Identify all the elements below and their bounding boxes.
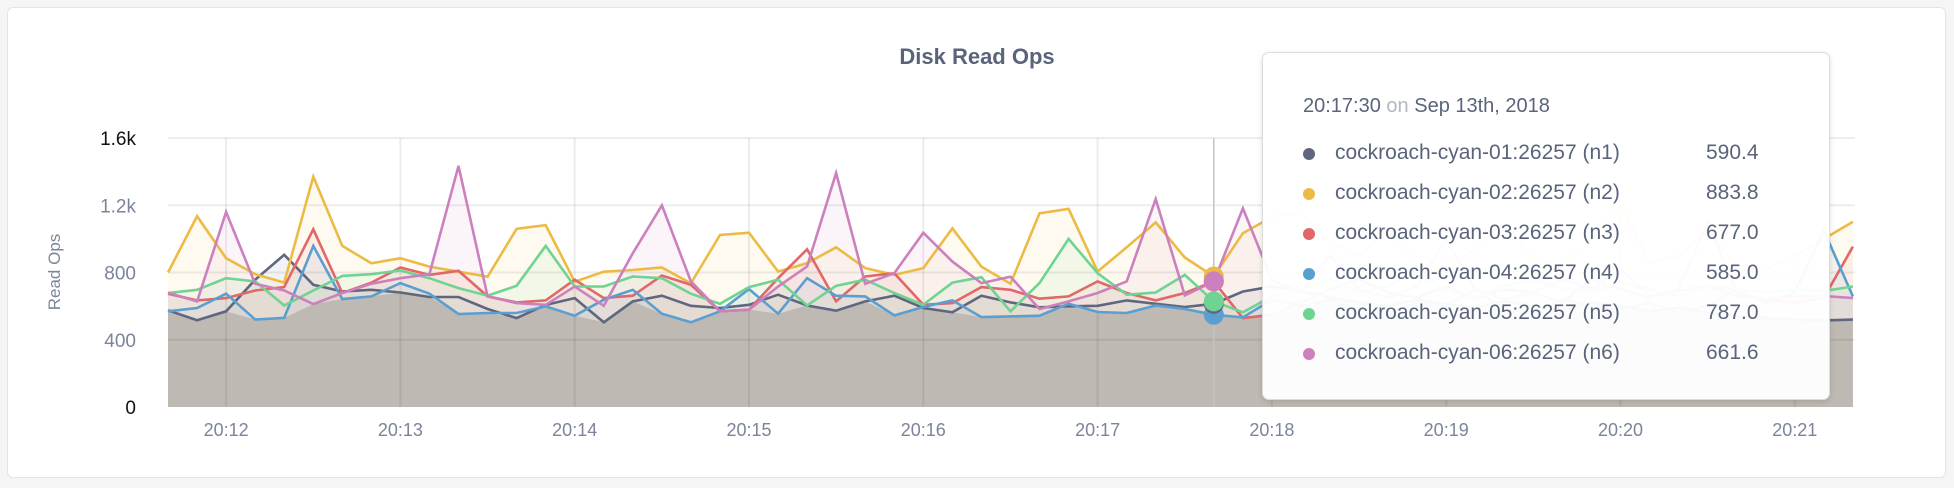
tooltip-row: cockroach-cyan-06:26257 (n6) 661.6 xyxy=(1303,339,1803,369)
tooltip-row: cockroach-cyan-02:26257 (n2) 883.8 xyxy=(1303,179,1803,209)
x-tick-label: 20:14 xyxy=(552,420,597,440)
tooltip-row: cockroach-cyan-04:26257 (n4) 585.0 xyxy=(1303,259,1803,289)
tooltip-series-name: cockroach-cyan-01:26257 (n1) xyxy=(1335,141,1620,164)
series-dot-icon xyxy=(1303,308,1315,320)
x-tick-label: 20:16 xyxy=(901,420,946,440)
chart-title: Disk Read Ops xyxy=(899,44,1055,69)
tooltip-row: cockroach-cyan-01:26257 (n1) 590.4 xyxy=(1303,139,1803,169)
tooltip-row: cockroach-cyan-03:26257 (n3) 677.0 xyxy=(1303,219,1803,249)
hover-point-n6 xyxy=(1203,271,1224,292)
tooltip-series-name: cockroach-cyan-06:26257 (n6) xyxy=(1335,341,1620,364)
x-tick-label: 20:12 xyxy=(204,420,249,440)
x-tick-label: 20:18 xyxy=(1249,420,1294,440)
y-tick-label: 1.2k xyxy=(100,196,136,217)
tooltip-on: on xyxy=(1386,95,1409,117)
tooltip-series-value: 883.8 xyxy=(1706,181,1759,204)
tooltip-series-name: cockroach-cyan-03:26257 (n3) xyxy=(1335,221,1620,244)
tooltip-series-value: 677.0 xyxy=(1706,221,1759,244)
tooltip-series-name: cockroach-cyan-05:26257 (n5) xyxy=(1335,301,1620,324)
tooltip-series-value: 787.0 xyxy=(1706,301,1759,324)
tooltip-series-name: cockroach-cyan-02:26257 (n2) xyxy=(1335,181,1620,204)
tooltip-series-value: 590.4 xyxy=(1706,141,1759,164)
x-tick-label: 20:17 xyxy=(1075,420,1120,440)
x-tick-label: 20:21 xyxy=(1772,420,1817,440)
y-axis-title: Read Ops xyxy=(45,234,64,311)
tooltip-series-value: 585.0 xyxy=(1706,261,1759,284)
x-tick-label: 20:19 xyxy=(1424,420,1469,440)
hover-point-n5 xyxy=(1203,291,1224,312)
series-dot-icon xyxy=(1303,268,1315,280)
series-dot-icon xyxy=(1303,228,1315,240)
x-tick-label: 20:15 xyxy=(726,420,771,440)
y-tick-label: 400 xyxy=(104,331,136,352)
tooltip-time: 20:17:30 xyxy=(1303,95,1381,117)
series-dot-icon xyxy=(1303,188,1315,200)
y-tick-label: 0 xyxy=(125,398,136,419)
x-tick-label: 20:20 xyxy=(1598,420,1643,440)
tooltip-series-name: cockroach-cyan-04:26257 (n4) xyxy=(1335,261,1620,284)
tooltip-date: Sep 13th, 2018 xyxy=(1414,95,1550,117)
tooltip-timestamp: 20:17:30 on Sep 13th, 2018 xyxy=(1303,95,1550,118)
series-dot-icon xyxy=(1303,148,1315,160)
x-tick-label: 20:13 xyxy=(378,420,423,440)
y-tick-label: 800 xyxy=(104,264,136,285)
hover-tooltip: 20:17:30 on Sep 13th, 2018 cockroach-cya… xyxy=(1262,52,1830,400)
tooltip-row: cockroach-cyan-05:26257 (n5) 787.0 xyxy=(1303,299,1803,329)
y-tick-label: 1.6k xyxy=(100,129,136,150)
tooltip-series-value: 661.6 xyxy=(1706,341,1759,364)
series-dot-icon xyxy=(1303,348,1315,360)
